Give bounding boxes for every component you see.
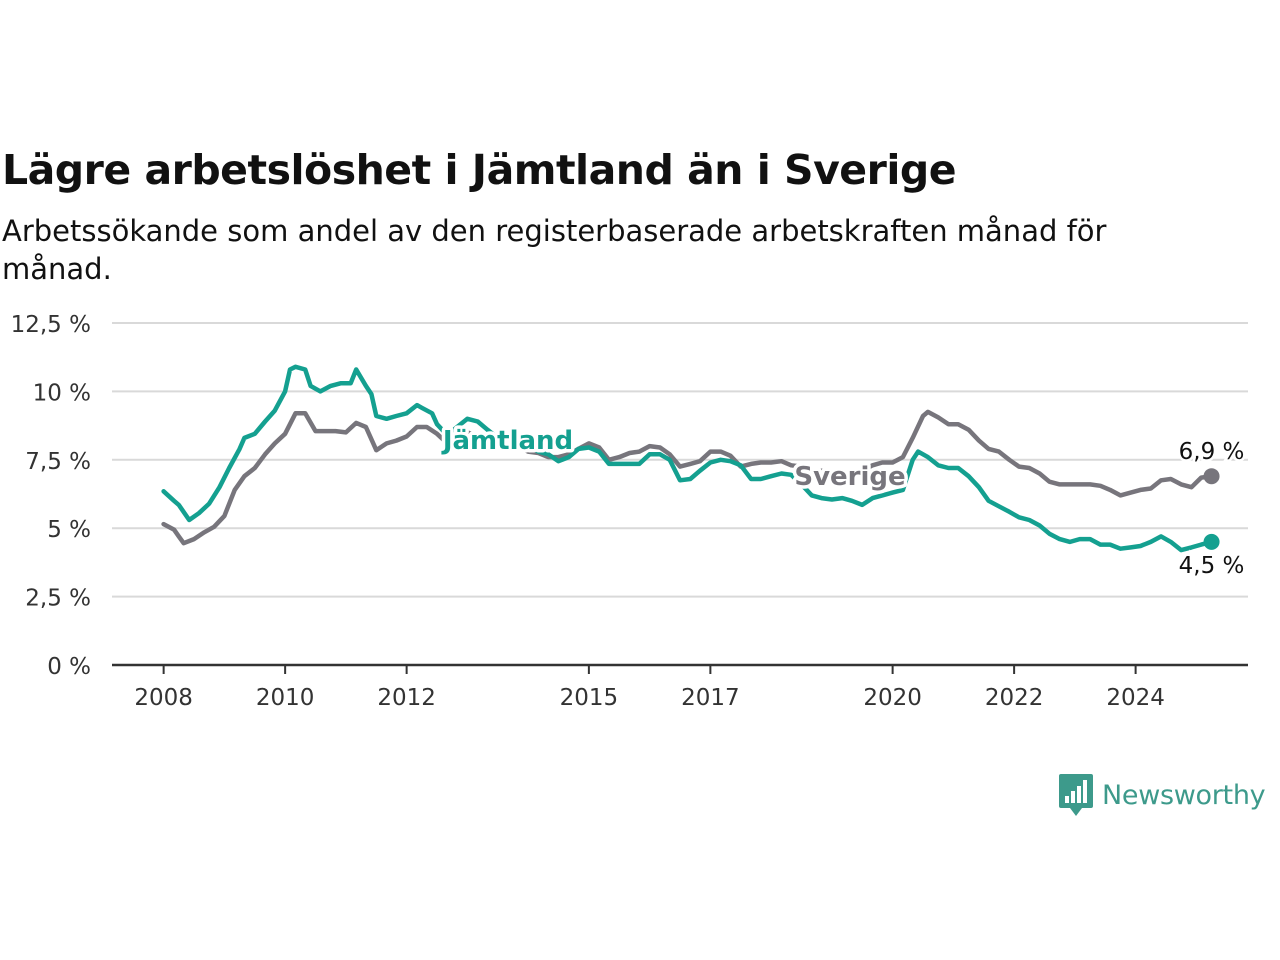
line-chart: 0 %2,5 %5 %7,5 %10 %12,5 % 2008 2010 2012 2… [11, 312, 1248, 711]
end-value-label: 6,9 % [1179, 439, 1245, 465]
series-labels: 4,5 % 6,9 % Jämtland Sverige [437, 423, 1247, 582]
x-tick-label: 2012 [377, 685, 436, 711]
chart-title: Lägre arbetslöshet i Jämtland än i Sveri… [2, 146, 957, 194]
end-value-label: 4,5 % [1179, 553, 1245, 579]
series-line-sverige [161, 409, 1214, 546]
series-lines [161, 364, 1214, 553]
x-tick-label: 2015 [560, 685, 619, 711]
x-axis: 2008 2010 2012 2015 2017 2020 2022 2024 [112, 663, 1248, 711]
y-axis: 0 % 2,5 % 5 % 7,5 % 10 % 12,5 % [11, 312, 91, 680]
y-tick-label: 12,5 % [11, 312, 91, 338]
x-tick-label: 2017 [681, 685, 740, 711]
x-tick-label: 2020 [863, 685, 922, 711]
x-tick-label: 2024 [1106, 685, 1165, 711]
y-tick-label: 0 % [47, 654, 91, 680]
y-tick-label: 2,5 % [25, 586, 91, 612]
brand-name: Newsworthy [1102, 779, 1266, 811]
series-name-label: Jämtland [441, 426, 573, 456]
y-tick-label: 5 % [47, 517, 91, 543]
end-point [1203, 533, 1220, 550]
bar-chart-speech-bubble-icon [1059, 774, 1093, 816]
newsworthy-logo: Newsworthy [1058, 772, 1266, 818]
series-line-jamtland [161, 364, 1214, 553]
chart-subtitle: Arbetssökande som andel av den registerb… [2, 214, 1107, 286]
gridlines [112, 322, 1248, 598]
x-tick-label: 2022 [985, 685, 1044, 711]
x-tick-label: 2008 [134, 685, 193, 711]
y-tick-label: 7,5 % [25, 449, 91, 475]
series-name-label: Sverige [794, 462, 905, 492]
y-tick-label: 10 % [33, 380, 91, 406]
end-point [1203, 468, 1220, 485]
x-tick-label: 2010 [256, 685, 315, 711]
